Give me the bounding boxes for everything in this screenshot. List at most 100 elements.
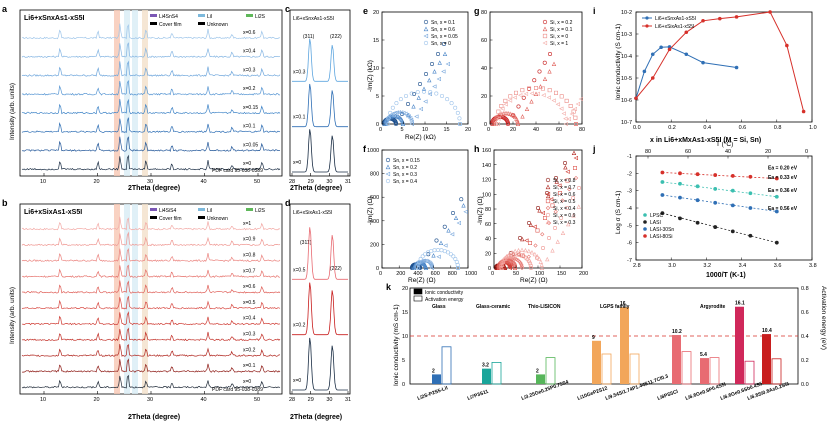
- h-plot-marker: [571, 150, 577, 155]
- h-plot-marker: [529, 250, 535, 255]
- j-point: [713, 225, 718, 229]
- k-group-label: Glass-ceramic: [476, 304, 510, 310]
- panel-j-ylabel: Log σ (S cm-1): [615, 191, 622, 234]
- panel-g-letter: g: [474, 6, 480, 16]
- panel-d-peak-222: (222): [330, 266, 342, 272]
- h-plot-marker: [550, 203, 555, 208]
- g-plot-marker: [511, 113, 516, 118]
- h-plot-marker: [535, 254, 540, 259]
- j-fit-line-0: [662, 181, 777, 198]
- a-xtick-label: 10: [40, 179, 46, 185]
- legend-label: Si, x = 0.4: [553, 206, 576, 212]
- e-plot-marker: [428, 90, 433, 95]
- k-ytick-left: 0: [402, 382, 405, 388]
- d-xtick-label: 29: [308, 397, 314, 403]
- j-top-tick-label: 40: [725, 149, 731, 155]
- panel-f-ticks: 0 200 400 600 800 1000 0 200 400 600 800 1000: [367, 148, 477, 277]
- k-value-label: 2: [432, 368, 435, 374]
- h-plot-marker: [576, 186, 581, 191]
- legend-label: Sn, x = 0.1: [431, 20, 455, 26]
- panel-i-axes: [635, 11, 813, 123]
- panel-a-pdf-card: PDF card 95-038-0389: [212, 168, 263, 174]
- k-bar-conductivity: [620, 307, 629, 384]
- f-plot-marker: [423, 258, 428, 264]
- j-fit-line-2: [662, 194, 777, 212]
- j-ticks-ytick-label: -4: [627, 206, 632, 212]
- panel-i-plot: [634, 10, 806, 114]
- h-plot-marker: [532, 251, 538, 257]
- h-plot-marker: [550, 248, 555, 253]
- j-top-tick-label: 0: [805, 149, 808, 155]
- i-point: [659, 45, 663, 50]
- b-curve-label: x=0.2: [243, 347, 256, 353]
- e-plot-marker: [421, 86, 427, 91]
- g-ticks-xtick-label: 20: [510, 127, 516, 133]
- j-ticks-ytick-label: -1: [627, 154, 632, 160]
- legend-label: Unknown: [207, 216, 228, 222]
- j-point: [730, 203, 735, 208]
- a-curve-label: x=0.15: [243, 105, 258, 111]
- g-plot-marker: [559, 106, 564, 111]
- j-point: [660, 211, 665, 216]
- f-plot-marker: [456, 220, 461, 226]
- g-plot-marker: [540, 86, 545, 91]
- j-fit-line-3: [662, 172, 777, 179]
- b-xtick-label: 20: [94, 397, 100, 403]
- h-plot-marker: [516, 247, 521, 253]
- k-bar-activation: [491, 361, 502, 385]
- legend-label: Si, x = 1: [550, 41, 568, 47]
- h-plot-marker: [519, 247, 525, 252]
- h-plot-marker: [524, 238, 529, 243]
- legend-marker: [423, 26, 429, 32]
- legend-label: Sn, x = 0.05: [431, 34, 458, 40]
- f-plot-marker: [451, 254, 456, 259]
- panel-b-curves: x=1 x=0.9 x=0.8 x=0.7 x=0.6 x=0.5 x=0.4 x=0.3 x=…: [21, 216, 281, 389]
- i-point: [768, 10, 772, 14]
- b-curve-3: [21, 264, 280, 278]
- a-curve-1: [21, 42, 281, 58]
- k-legend-swatch: [413, 288, 423, 295]
- panel-i-ylabel: Ionic conductivity (S cm-1): [615, 24, 622, 100]
- h-plot-marker: [565, 169, 570, 174]
- e-plot-marker: [439, 93, 444, 98]
- panel-a-curves: x=0.6 x=0.4 x=0.3 x=0.2 x=0.15 x=0.1 x=0.05 x=0: [21, 23, 281, 171]
- f-ticks-xtick-label: 600: [431, 271, 440, 277]
- e-plot-marker: [400, 121, 406, 126]
- panel-e-plot: [381, 41, 462, 127]
- e-plot-marker: [434, 91, 439, 96]
- g-plot-marker: [497, 111, 503, 116]
- reference-band-0: [114, 204, 120, 394]
- legend-marker: [545, 205, 551, 211]
- c-curve-label: x=0.1: [293, 115, 306, 121]
- panel-j-xlabel: 1000/T (K-1): [706, 272, 746, 279]
- legend-marker: [545, 212, 551, 218]
- j-point: [695, 172, 700, 177]
- h-ticks-ytick-label: 20: [485, 251, 491, 257]
- panel-j-top-label: T (°C): [716, 140, 733, 148]
- reference-band-3: [142, 204, 148, 394]
- f-plot-marker: [420, 254, 425, 259]
- h-plot-marker: [539, 265, 545, 270]
- g-plot-marker: [503, 98, 508, 103]
- g-ticks-ytick-label: 80: [481, 10, 487, 16]
- j-point: [774, 240, 779, 245]
- panel-b-legend: Li4SiS4 LiI Li2S Cover film Unknown: [150, 208, 266, 222]
- panel-b-pdf-card: PDF card 95-038-0389: [212, 387, 263, 393]
- j-point: [713, 173, 718, 177]
- panel-a: a Li6+xSnxAs1-xS5I Li4SnS4 LiI Li2S Cover f…: [2, 4, 283, 192]
- f-plot-marker: [455, 265, 460, 270]
- h-ticks-ytick-label: 120: [482, 178, 491, 184]
- j-ticks-xtick-label: 3.4: [739, 263, 747, 269]
- f-plot-marker: [423, 252, 428, 257]
- h-ticks-xtick-label: 200: [579, 271, 588, 277]
- e-plot-marker: [415, 90, 420, 95]
- j-point: [695, 184, 700, 189]
- h-plot-marker: [518, 260, 523, 266]
- e-ticks-ytick-label: 10: [373, 66, 379, 72]
- j-point: [695, 198, 700, 203]
- e-plot-marker: [411, 92, 416, 97]
- a-curve-7: [21, 154, 281, 171]
